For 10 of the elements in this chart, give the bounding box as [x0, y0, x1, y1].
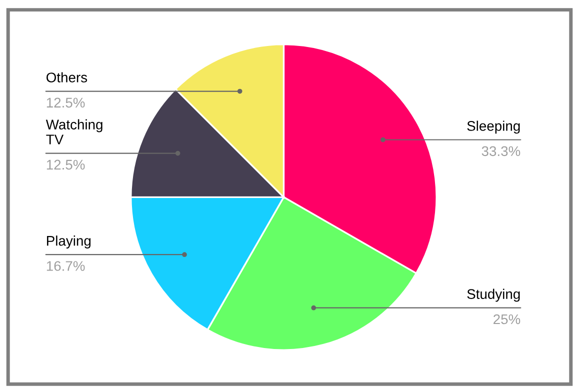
slice-label: Watching TV — [46, 119, 102, 144]
slice-label: Sleeping — [467, 120, 520, 134]
data-label: 25% — [494, 314, 520, 324]
data-label: 12.5% — [46, 160, 85, 170]
data-label: 12.5% — [46, 98, 85, 108]
data-label: 33.3% — [482, 146, 520, 156]
data-label: 16.7% — [46, 261, 85, 271]
slice-label: Playing — [47, 236, 91, 248]
slice-label: Others — [46, 72, 88, 82]
slice-label: Studying — [467, 288, 520, 302]
